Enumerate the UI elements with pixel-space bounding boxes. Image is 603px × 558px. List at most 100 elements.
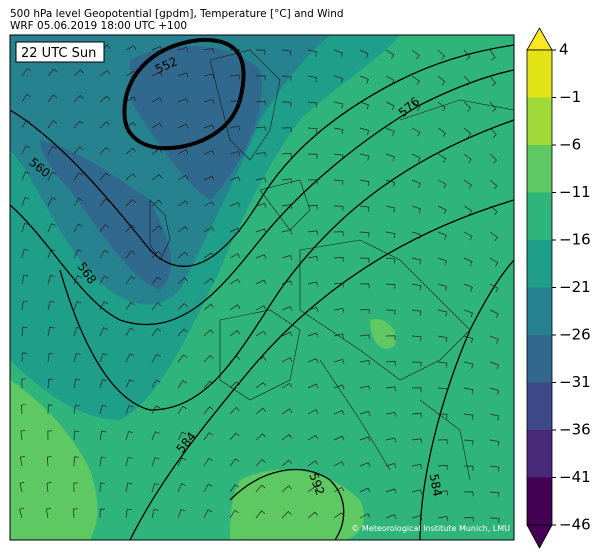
- colorbar-bin: [527, 382, 552, 430]
- wind-barb: [307, 127, 318, 134]
- time-box: [15, 41, 105, 63]
- wind-barb: [411, 205, 421, 214]
- wind-barb: [229, 432, 240, 441]
- wind-barb: [359, 411, 371, 416]
- wind-barb: [255, 484, 266, 493]
- wind-barb: [229, 48, 240, 54]
- wind-barb: [333, 410, 345, 415]
- wind-barb: [359, 385, 371, 391]
- wind-barb: [437, 127, 446, 137]
- wind-barb: [21, 352, 27, 363]
- wind-barb: [203, 175, 215, 181]
- wind-barb: [21, 119, 31, 129]
- wind-barb: [203, 252, 215, 259]
- wind-barb: [281, 75, 292, 82]
- wind-barb: [463, 309, 473, 318]
- wind-barb: [73, 69, 84, 77]
- wind-barb: [203, 201, 215, 207]
- wind-barb: [229, 381, 240, 389]
- temp-field: [10, 319, 396, 540]
- wind-barb: [281, 280, 293, 286]
- wind-barb: [411, 75, 420, 85]
- wind-barb: [151, 431, 160, 441]
- wind-barb: [99, 121, 110, 129]
- wind-barb: [281, 331, 293, 337]
- time-label: 22 UTC Sun: [21, 46, 96, 61]
- wind-barb: [151, 122, 163, 129]
- wind-barb: [125, 122, 137, 129]
- wind-barb: [359, 359, 371, 365]
- wind-barb: [307, 460, 319, 467]
- wind-barb: [463, 257, 473, 267]
- wind-barb: [125, 353, 135, 363]
- wind-barb: [151, 225, 162, 233]
- wind-barb: [463, 361, 474, 369]
- wind-barb: [385, 231, 396, 239]
- wind-barb: [385, 437, 397, 443]
- wind-barb: [229, 484, 240, 493]
- wind-barb: [47, 120, 58, 129]
- wind-barb: [307, 230, 318, 236]
- wind-barb: [463, 205, 473, 215]
- contour-584: [419, 259, 514, 540]
- wind-barb: [73, 197, 83, 207]
- wind-barb: [125, 224, 136, 233]
- wind-barb: [281, 510, 292, 519]
- colorbar-bin: [527, 335, 552, 383]
- wind-barb: [177, 47, 189, 52]
- wind-barb: [385, 488, 397, 494]
- wind-barb: [333, 486, 345, 493]
- wind-barb: [281, 101, 292, 107]
- wind-barb: [21, 222, 30, 233]
- wind-barb: [125, 405, 134, 415]
- wind-barb: [385, 101, 395, 111]
- wind-barb: [47, 456, 52, 467]
- wind-barb: [125, 198, 136, 207]
- wind-barb: [255, 254, 267, 259]
- wind-barb: [359, 308, 370, 314]
- colorbar-bin: [527, 240, 552, 288]
- wind-barb: [437, 75, 446, 86]
- wind-barb: [281, 459, 293, 467]
- wind-barb: [73, 482, 79, 493]
- wind-barb: [307, 511, 319, 519]
- wind-barb: [203, 380, 214, 389]
- wind-barb: [21, 145, 31, 155]
- wind-barb: [99, 146, 110, 155]
- wind-barb: [333, 282, 344, 288]
- wind-barb: [333, 75, 344, 83]
- wind-barb: [437, 49, 446, 60]
- wind-barb: [177, 174, 189, 181]
- credit: © Meteorological Institute Munich, LMU: [351, 524, 510, 533]
- wind-barb: [489, 153, 498, 164]
- wind-barb: [281, 152, 292, 158]
- wind-barb: [21, 197, 30, 207]
- wind-barb: [203, 406, 214, 415]
- wind-barb: [281, 408, 293, 415]
- wind-barb: [151, 148, 163, 155]
- wind-barb: [47, 94, 58, 103]
- wind-barb: [437, 205, 447, 215]
- wind-barb: [437, 179, 447, 189]
- wind-barb: [203, 99, 215, 104]
- wind-barb: [229, 509, 239, 519]
- colorbar-bin: [527, 192, 552, 240]
- wind-barb: [385, 205, 396, 213]
- wind-barb: [21, 248, 29, 259]
- contour-592: [229, 468, 345, 540]
- wind-barb: [281, 357, 293, 363]
- wind-barb: [281, 382, 293, 389]
- wind-barb: [125, 276, 136, 285]
- wind-barb: [47, 326, 55, 337]
- colorbar-bin: [527, 430, 552, 478]
- wind-barbs: [19, 42, 500, 523]
- wind-barb: [359, 49, 369, 59]
- wind-barb: [437, 413, 448, 419]
- wind-barb: [255, 177, 267, 183]
- wind-barb: [229, 458, 240, 467]
- wind-barb: [229, 278, 241, 285]
- wind-barb: [359, 127, 370, 135]
- wind-barb: [255, 458, 266, 467]
- wind-barb: [177, 483, 186, 493]
- wind-barb: [489, 127, 497, 138]
